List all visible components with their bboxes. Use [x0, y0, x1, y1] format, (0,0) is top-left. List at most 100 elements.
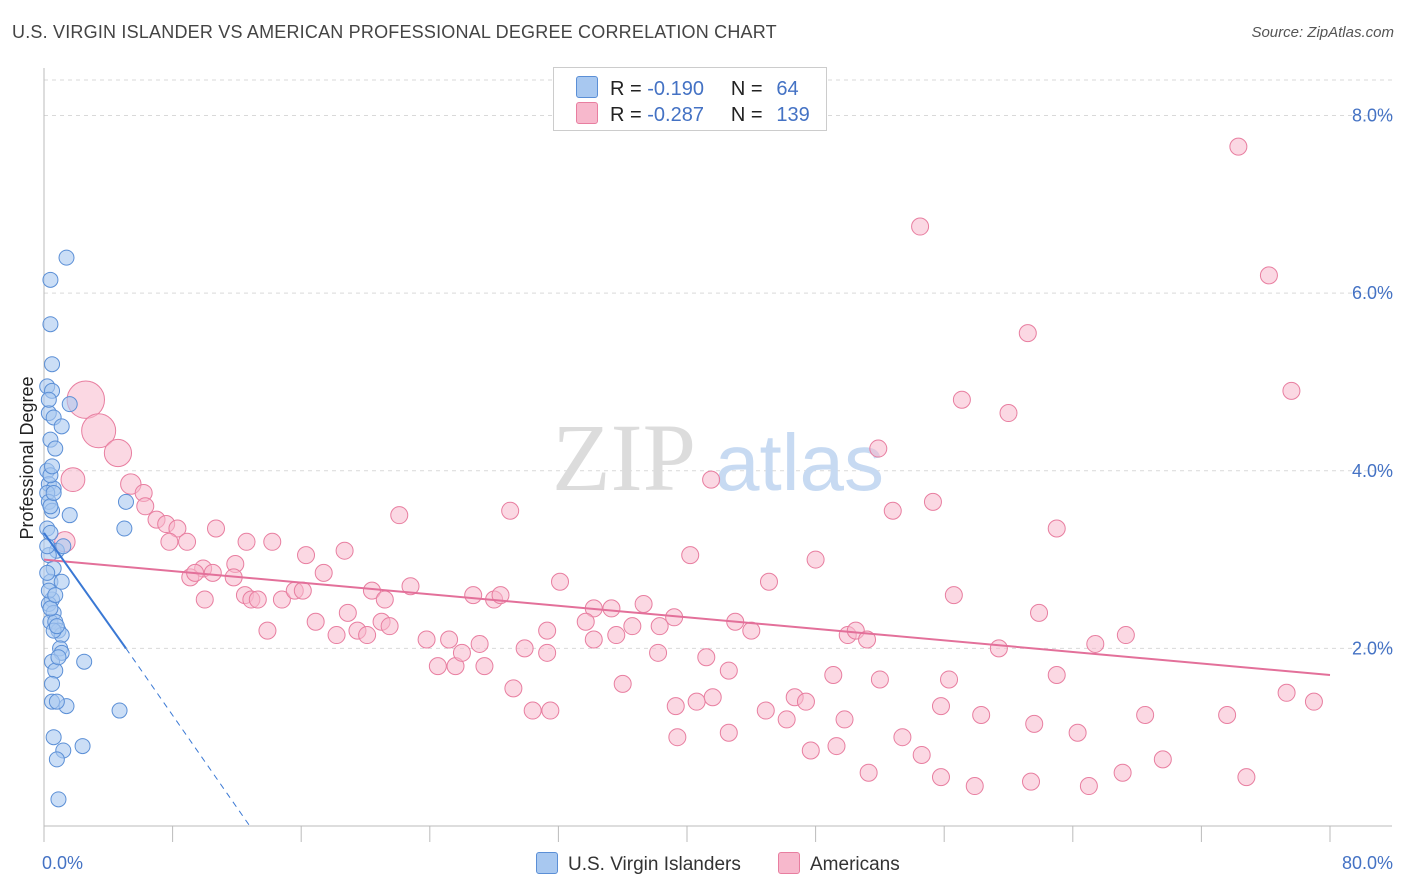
- american-point: [668, 728, 687, 747]
- american-point: [338, 603, 357, 622]
- virgin-islander-point: [61, 396, 78, 413]
- american-point: [103, 438, 133, 468]
- virgin-islander-point: [117, 493, 134, 510]
- american-point: [178, 532, 197, 551]
- american-point: [824, 666, 843, 685]
- american-point: [1259, 266, 1278, 285]
- american-point: [358, 626, 377, 645]
- american-point: [1237, 768, 1256, 787]
- american-point: [306, 612, 325, 631]
- american-point: [272, 590, 291, 609]
- american-point: [952, 390, 971, 409]
- virgin-islanders-points: [39, 249, 134, 808]
- american-point: [297, 546, 316, 565]
- virgin-islander-point: [47, 440, 64, 457]
- virgin-islander-point: [44, 675, 61, 692]
- american-point: [796, 692, 815, 711]
- legend-item-americans[interactable]: Americans: [778, 852, 900, 878]
- legend-n-label: N =: [730, 104, 763, 126]
- american-point: [883, 501, 902, 520]
- american-point: [60, 467, 86, 493]
- american-point: [207, 519, 226, 538]
- american-point: [314, 563, 333, 582]
- american-point: [428, 657, 447, 676]
- american-point: [523, 701, 542, 720]
- american-point: [702, 470, 721, 489]
- americans-points: [54, 137, 1323, 796]
- virgin-islander-point: [42, 316, 59, 333]
- virgin-islander-point: [53, 418, 70, 435]
- american-point: [1116, 626, 1135, 645]
- virgin-islander-point: [45, 484, 62, 501]
- american-point: [777, 710, 796, 729]
- american-point: [1136, 705, 1155, 724]
- virgin-islander-point: [74, 738, 91, 755]
- watermark-atlas: atlas: [715, 418, 884, 507]
- american-point: [827, 737, 846, 756]
- american-point: [1153, 750, 1172, 769]
- american-point: [538, 621, 557, 640]
- american-point: [475, 657, 494, 676]
- legend-label: Americans: [810, 854, 900, 875]
- american-point: [81, 413, 117, 449]
- american-point: [551, 572, 570, 591]
- american-point: [1047, 519, 1066, 538]
- american-point: [681, 546, 700, 565]
- american-point: [931, 768, 950, 787]
- legend-r-label: R =: [610, 104, 642, 126]
- pink-swatch: [778, 852, 800, 874]
- american-point: [1030, 603, 1049, 622]
- american-point: [687, 692, 706, 711]
- legend-item-virgin-islanders[interactable]: U.S. Virgin Islanders: [536, 852, 741, 878]
- y-tick-label: 6.0%: [1352, 283, 1393, 303]
- american-point: [248, 590, 267, 609]
- virgin-islander-point: [45, 729, 62, 746]
- american-point: [602, 599, 621, 618]
- americans-trend-line: [43, 558, 1331, 677]
- american-point: [869, 439, 888, 458]
- american-point: [515, 639, 534, 658]
- american-point: [703, 688, 722, 707]
- american-point: [327, 626, 346, 645]
- legend-r-value: -0.190: [647, 78, 704, 100]
- virgin-islander-point: [55, 538, 72, 555]
- american-point: [584, 630, 603, 649]
- virgin-islander-point: [44, 356, 61, 373]
- american-point: [912, 745, 931, 764]
- american-point: [1113, 763, 1132, 782]
- american-point: [719, 661, 738, 680]
- virgin-islanders-trend-extension: [125, 648, 251, 827]
- american-point: [623, 617, 642, 636]
- american-point: [989, 639, 1008, 658]
- virgin-islander-point: [47, 587, 64, 604]
- american-point: [1282, 381, 1301, 400]
- source-credit: Source: ZipAtlas.com: [1251, 24, 1394, 41]
- american-point: [870, 670, 889, 689]
- american-point: [1025, 714, 1044, 733]
- american-point: [501, 501, 520, 520]
- american-point: [1022, 772, 1041, 791]
- blue-swatch: [576, 76, 598, 98]
- american-point: [634, 594, 653, 613]
- virgin-islander-point: [47, 662, 64, 679]
- grid-lines: [44, 79, 1392, 649]
- virgin-islander-point: [48, 693, 65, 710]
- virgin-islander-point: [58, 249, 75, 266]
- y-tick-label: 2.0%: [1352, 638, 1393, 658]
- american-point: [417, 630, 436, 649]
- american-point: [972, 705, 991, 724]
- american-point: [965, 777, 984, 796]
- american-point: [538, 643, 557, 662]
- american-point: [390, 506, 409, 525]
- american-point: [940, 670, 959, 689]
- legend-r-value: -0.287: [647, 104, 704, 126]
- virgin-islander-point: [42, 498, 59, 515]
- american-point: [801, 741, 820, 760]
- american-point: [1079, 777, 1098, 796]
- correlation-legend: R = -0.190 N = 64 R = -0.287 N = 139: [553, 67, 827, 131]
- american-point: [613, 674, 632, 693]
- american-point: [1277, 683, 1296, 702]
- american-point: [1086, 634, 1105, 653]
- american-point: [759, 572, 778, 591]
